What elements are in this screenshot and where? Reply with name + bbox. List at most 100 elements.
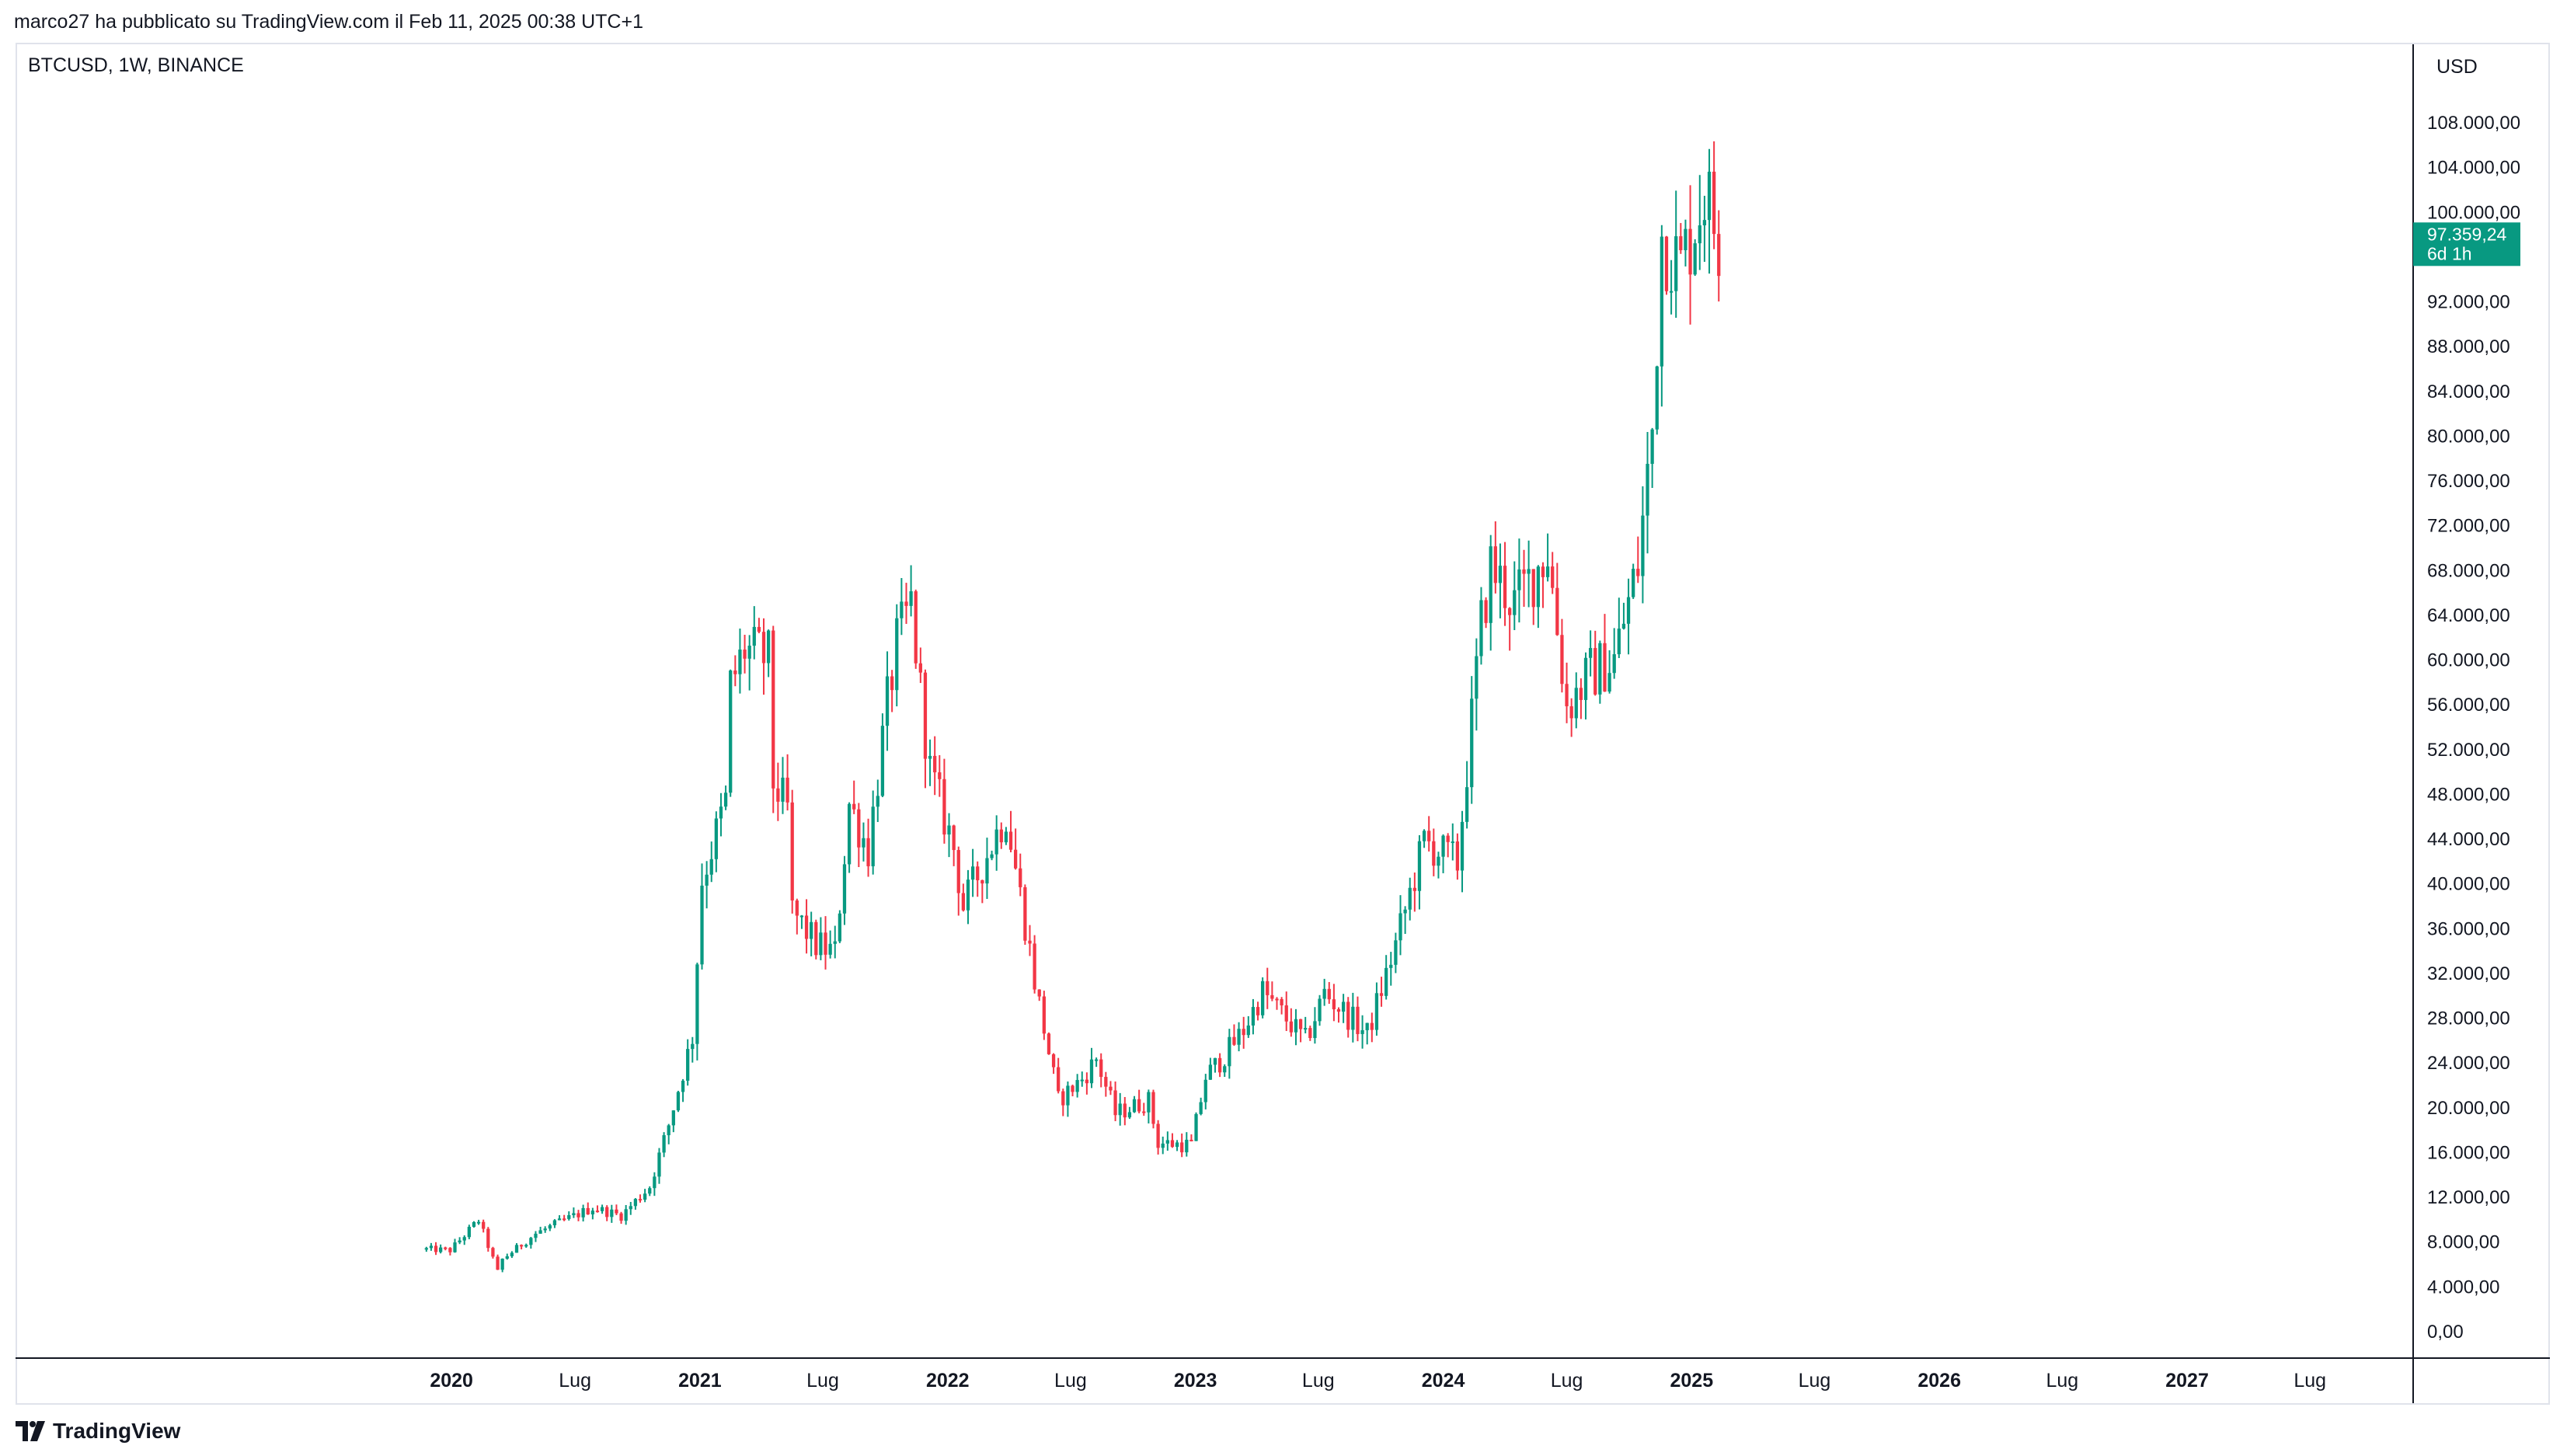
candle-body[interactable] [1085,1079,1089,1084]
candle-body[interactable] [1574,688,1578,719]
candle-body[interactable] [476,1221,481,1224]
candle-body[interactable] [610,1209,614,1217]
candle-body[interactable] [472,1221,476,1228]
candle-body[interactable] [1322,988,1326,999]
candle-body[interactable] [434,1245,438,1252]
candle-body[interactable] [581,1207,585,1217]
candle-body[interactable] [1194,1113,1198,1141]
candle-body[interactable] [761,632,766,664]
candle-body[interactable] [1147,1092,1151,1113]
candle-body[interactable] [424,1248,428,1250]
candle-body[interactable] [781,777,785,802]
candle-body[interactable] [1712,171,1716,235]
candle-body[interactable] [514,1245,519,1253]
candle-body[interactable] [1061,1091,1065,1106]
candle-body[interactable] [1156,1123,1160,1148]
candle-body[interactable] [1151,1092,1155,1124]
candle-body[interactable] [1465,787,1469,822]
candle-body[interactable] [1603,643,1607,692]
candle-body[interactable] [1588,648,1593,658]
candle-body[interactable] [747,646,751,659]
candle-body[interactable] [648,1188,652,1194]
candle-body[interactable] [1517,569,1521,590]
candle-body[interactable] [615,1209,618,1214]
candle-body[interactable] [1161,1143,1165,1148]
candle-body[interactable] [686,1049,690,1081]
candle-body[interactable] [1042,996,1046,1034]
candle-body[interactable] [1451,841,1454,844]
candle-body[interactable] [510,1252,514,1256]
candle-body[interactable] [923,672,928,759]
candle-body[interactable] [1071,1085,1074,1092]
candle-body[interactable] [453,1242,457,1252]
candle-body[interactable] [1189,1139,1193,1141]
candle-body[interactable] [1569,706,1573,719]
candle-body[interactable] [1612,654,1616,674]
candle-body[interactable] [1583,657,1588,700]
candle-body[interactable] [1327,988,1331,1000]
candle-body[interactable] [458,1240,461,1243]
candle-body[interactable] [695,964,699,1044]
candle-body[interactable] [1256,1007,1260,1015]
candle-body[interactable] [462,1237,466,1241]
candle-body[interactable] [933,755,937,773]
candle-body[interactable] [1607,673,1611,692]
candle-body[interactable] [1555,587,1559,636]
candle-body[interactable] [1493,546,1497,583]
candle-body[interactable] [1109,1086,1113,1091]
candle-body[interactable] [819,932,823,956]
candle-body[interactable] [895,618,899,691]
candle-body[interactable] [1374,993,1379,1030]
candle-body[interactable] [448,1248,452,1252]
candle-body[interactable] [1527,569,1531,574]
candle-body[interactable] [1313,1021,1317,1039]
candle-body[interactable] [1014,849,1018,869]
candle-body[interactable] [1621,623,1626,629]
candle-body[interactable] [1617,629,1621,655]
candle-body[interactable] [1593,648,1597,695]
candle-body[interactable] [852,803,856,810]
candle-body[interactable] [1427,831,1431,841]
candle-body[interactable] [1489,546,1492,623]
candle-body[interactable] [1228,1036,1231,1067]
candle-body[interactable] [1531,569,1535,608]
candle-body[interactable] [1066,1085,1070,1106]
candle-body[interactable] [757,626,761,632]
candle-body[interactable] [976,866,980,880]
candle-body[interactable] [1536,566,1540,608]
candle-body[interactable] [828,943,832,955]
candle-body[interactable] [1412,887,1416,891]
candle-body[interactable] [557,1218,562,1221]
candle-body[interactable] [1679,236,1683,251]
candle-body[interactable] [576,1213,580,1217]
candle-body[interactable] [1475,656,1479,699]
candle-body[interactable] [638,1199,643,1201]
candle-body[interactable] [1028,940,1032,944]
candle-body[interactable] [619,1213,623,1221]
candle-body[interactable] [1370,1022,1374,1030]
candle-body[interactable] [738,650,742,674]
candle-body[interactable] [1242,1029,1245,1036]
candle-body[interactable] [1551,566,1555,588]
candle-body[interactable] [705,874,709,886]
candle-body[interactable] [1702,220,1707,226]
symbol-label[interactable]: BTCUSD, 1W, BINANCE [28,54,244,76]
candle-body[interactable] [534,1233,538,1238]
candle-body[interactable] [1646,464,1649,516]
candle-body[interactable] [785,777,789,803]
candle-body[interactable] [1545,566,1550,577]
candle-body[interactable] [1688,228,1692,275]
candle-body[interactable] [914,591,918,664]
candle-body[interactable] [961,893,966,911]
candle-body[interactable] [1498,566,1503,583]
candle-body[interactable] [990,854,994,859]
candle-body[interactable] [1598,643,1602,695]
candle-body[interactable] [1213,1057,1217,1065]
candle-body[interactable] [1217,1057,1222,1073]
candle-body[interactable] [1019,868,1022,887]
candle-body[interactable] [1626,597,1631,624]
candle-body[interactable] [947,825,951,835]
candle-body[interactable] [1389,964,1393,968]
candle-body[interactable] [942,779,946,835]
candle-body[interactable] [439,1247,443,1252]
